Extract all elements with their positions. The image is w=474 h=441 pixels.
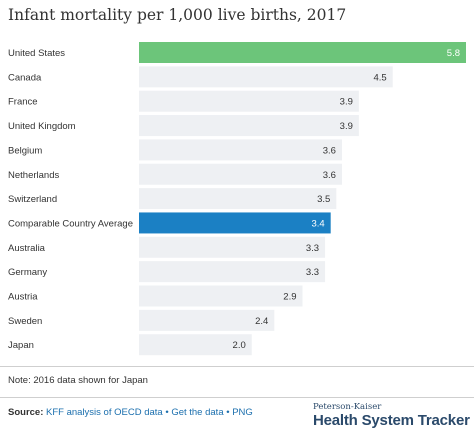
source-link[interactable]: KFF analysis of OECD data: [46, 407, 163, 418]
brand-main-text: Health System Tracker: [313, 412, 470, 429]
value-label-austria: 2.9: [283, 292, 296, 303]
bar-canada: [139, 66, 393, 88]
png-link[interactable]: PNG: [232, 407, 253, 418]
brand-logo: Peterson-Kaiser Health System Tracker: [313, 402, 474, 430]
value-label-australia: 3.3: [306, 243, 319, 254]
value-label-belgium: 3.6: [323, 145, 336, 156]
category-label-united-kingdom: United Kingdom: [8, 121, 76, 132]
category-label-united-states: United States: [8, 48, 65, 59]
category-label-sweden: Sweden: [8, 316, 42, 327]
category-label-belgium: Belgium: [8, 145, 42, 156]
category-label-comparable-country-average: Comparable Country Average: [8, 218, 133, 229]
category-label-canada: Canada: [8, 72, 42, 83]
bar-united-states: [139, 42, 466, 63]
value-label-sweden: 2.4: [255, 316, 268, 327]
value-label-france: 3.9: [340, 97, 353, 108]
category-label-switzerland: Switzerland: [8, 194, 57, 205]
bar-switzerland: [139, 188, 337, 210]
value-label-switzerland: 3.5: [317, 194, 330, 205]
divider-top: [0, 366, 474, 367]
bar-sweden: [139, 309, 275, 331]
source-label: Source:: [8, 407, 44, 418]
chart-note: Note: 2016 data shown for Japan: [8, 375, 148, 386]
value-label-comparable-country-average: 3.4: [311, 218, 324, 229]
bar-netherlands: [139, 163, 342, 185]
value-label-germany: 3.3: [306, 267, 319, 278]
value-label-united-kingdom: 3.9: [340, 121, 353, 132]
divider-bottom: [0, 397, 474, 398]
brand-top-text: Peterson-Kaiser: [313, 402, 382, 412]
separator: •: [165, 407, 169, 418]
bar-australia: [139, 236, 326, 258]
separator: •: [226, 407, 230, 418]
value-label-canada: 4.5: [373, 72, 386, 83]
bar-austria: [139, 285, 303, 307]
chart-title: Infant mortality per 1,000 live births, …: [8, 6, 347, 24]
value-label-japan: 2.0: [233, 340, 246, 351]
category-label-netherlands: Netherlands: [8, 170, 59, 181]
category-label-japan: Japan: [8, 340, 34, 351]
category-label-austria: Austria: [8, 292, 38, 303]
category-label-australia: Australia: [8, 243, 46, 254]
bar-japan: [139, 334, 252, 356]
source-line: Source: KFF analysis of OECD data • Get …: [8, 407, 253, 418]
category-label-germany: Germany: [8, 267, 47, 278]
bar-france: [139, 90, 359, 112]
bar-united-kingdom: [139, 115, 359, 137]
value-label-united-states: 5.8: [447, 48, 460, 59]
get-data-link[interactable]: Get the data: [171, 407, 224, 418]
category-label-france: France: [8, 97, 38, 108]
value-label-netherlands: 3.6: [323, 170, 336, 181]
bar-germany: [139, 261, 326, 283]
bar-belgium: [139, 139, 342, 161]
bar-comparable-country-average: [139, 212, 331, 234]
